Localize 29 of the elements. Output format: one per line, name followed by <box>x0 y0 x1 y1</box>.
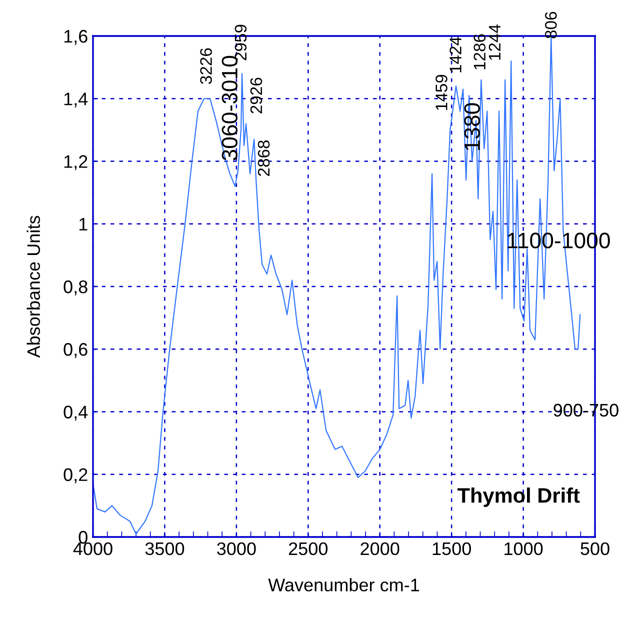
y-tick-label: 1 <box>79 218 88 230</box>
annotation: 1286 <box>474 34 486 70</box>
x-tick-label: 3500 <box>145 542 184 556</box>
annotation: 3226 <box>200 48 212 84</box>
x-tick-label: 2000 <box>360 542 400 556</box>
x-tick-label: 1000 <box>504 542 543 556</box>
y-tick-label: 1,6 <box>64 30 88 45</box>
annotation: Thymol Drift <box>458 488 580 507</box>
y-axis-title: Absorbance Units <box>26 216 40 358</box>
annotation: 806 <box>545 12 557 38</box>
x-axis-title: Wavenumber cm-1 <box>268 578 420 592</box>
annotation: 1424 <box>450 36 462 72</box>
y-tick-label: 0,6 <box>64 343 88 358</box>
annotation: 2926 <box>250 78 262 114</box>
x-tick-label: 2500 <box>288 542 328 556</box>
y-tick-label: 0 <box>78 530 88 544</box>
y-tick-label: 1,4 <box>64 92 88 108</box>
y-tick-label: 0,4 <box>64 406 88 421</box>
x-tick-label: 4000 <box>73 542 112 556</box>
annotation: 2868 <box>258 140 270 176</box>
x-tick-label: 3000 <box>217 542 256 556</box>
y-tick-label: 0,8 <box>64 280 88 296</box>
annotation: 1459 <box>436 74 448 110</box>
y-tick-label: 1,2 <box>64 155 88 170</box>
x-tick-label: 1500 <box>432 542 471 556</box>
x-tick-label: 500 <box>580 542 610 556</box>
annotation: 1244 <box>488 24 500 60</box>
y-tick-label: 0,2 <box>64 468 88 484</box>
annotation: 1380 <box>464 103 480 150</box>
